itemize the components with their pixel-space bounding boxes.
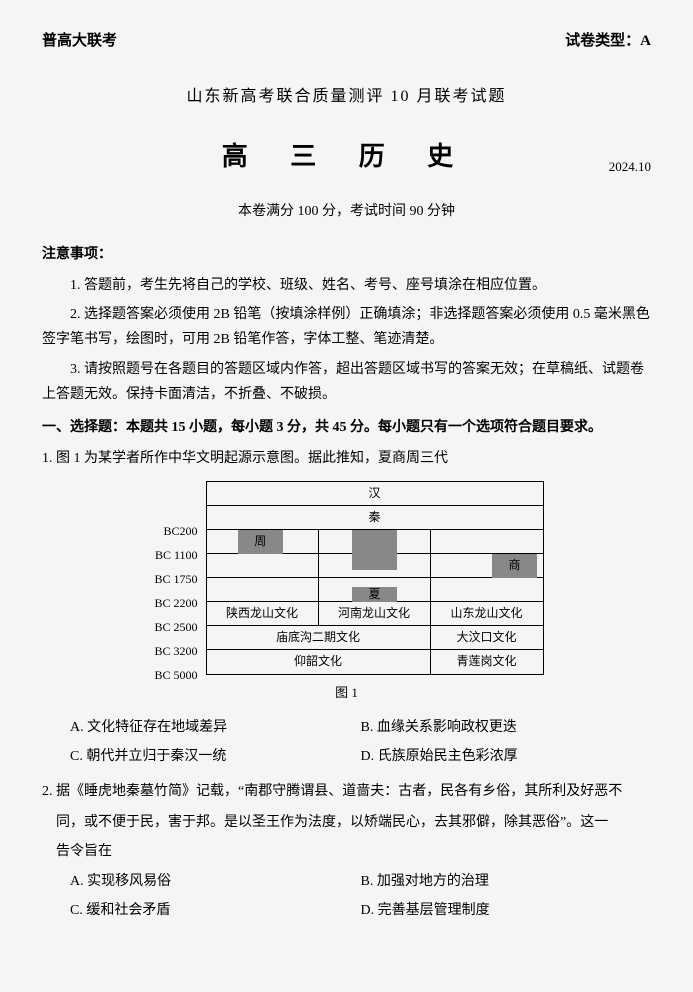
main-title: 高 三 历 史 bbox=[42, 134, 651, 181]
question-1: 1. 图 1 为某学者所作中华文明起源示意图。据此推知，夏商周三代 BC200B… bbox=[42, 446, 651, 773]
notice-title: 注意事项： bbox=[42, 242, 651, 267]
chart-cell bbox=[431, 578, 543, 601]
chart-cell: 夏 bbox=[319, 578, 431, 601]
timeline-chart: BC200BC 1100BC 1750BC 2200BC 2500BC 3200… bbox=[150, 481, 544, 675]
chart-grid: 汉秦周商夏陕西龙山文化河南龙山文化山东龙山文化庙底沟二期文化大汶口文化仰韶文化青… bbox=[206, 481, 544, 675]
q2-opt-c: C. 缓和社会矛盾 bbox=[70, 898, 361, 923]
q2-body-1: 同，或不便于民，害于邦。是以圣王作为法度，以矫端民心，去其邪僻，除其恶俗”。这一 bbox=[56, 810, 651, 835]
y-tick: BC 1750 bbox=[154, 569, 197, 591]
main-title-row: 高 三 历 史 2024.10 bbox=[42, 134, 651, 181]
q2-opt-a: A. 实现移风易俗 bbox=[70, 869, 361, 894]
chart-row: 周 bbox=[207, 530, 543, 554]
q2-opt-b: B. 加强对地方的治理 bbox=[361, 869, 652, 894]
q1-options: A. 文化特征存在地域差异 B. 血缘关系影响政权更迭 C. 朝代并立归于秦汉一… bbox=[70, 715, 651, 773]
chart-row: 汉 bbox=[207, 482, 543, 506]
y-tick: BC 2200 bbox=[154, 593, 197, 615]
chart-row: 商 bbox=[207, 554, 543, 578]
chart-cell: 仰韶文化 bbox=[207, 650, 431, 674]
chart-cell: 商 bbox=[431, 554, 543, 577]
chart-cell: 大汶口文化 bbox=[431, 626, 543, 649]
q2-opt-d: D. 完善基层管理制度 bbox=[361, 898, 652, 923]
score-line: 本卷满分 100 分，考试时间 90 分钟 bbox=[42, 199, 651, 224]
chart-cell bbox=[207, 554, 319, 577]
chart-cell bbox=[319, 530, 431, 553]
y-tick: BC 5000 bbox=[154, 665, 197, 687]
notice-item: 2. 选择题答案必须使用 2B 铅笔（按填涂样例）正确填涂；非选择题答案必须使用… bbox=[42, 302, 651, 352]
chart-cell: 山东龙山文化 bbox=[431, 602, 543, 625]
q1-opt-c: C. 朝代并立归于秦汉一统 bbox=[70, 744, 361, 769]
chart-cell: 秦 bbox=[207, 506, 543, 529]
q2-options: A. 实现移风易俗 B. 加强对地方的治理 C. 缓和社会矛盾 D. 完善基层管… bbox=[70, 869, 651, 927]
chart-cell: 汉 bbox=[207, 482, 543, 505]
exam-date: 2024.10 bbox=[609, 155, 651, 178]
question-2: 2. 据《睡虎地秦墓竹简》记载，“南郡守腾谓县、道啬夫：古者，民各有乡俗，其所利… bbox=[42, 779, 651, 927]
chart-cell bbox=[319, 554, 431, 577]
chart-row: 庙底沟二期文化大汶口文化 bbox=[207, 626, 543, 650]
chart-caption: 图 1 bbox=[42, 681, 651, 704]
notice-block: 注意事项： 1. 答题前，考生先将自己的学校、班级、姓名、考号、座号填涂在相应位… bbox=[42, 242, 651, 407]
y-tick: BC 2500 bbox=[154, 617, 197, 639]
chart-row: 陕西龙山文化河南龙山文化山东龙山文化 bbox=[207, 602, 543, 626]
header-row: 普高大联考 试卷类型：A bbox=[42, 28, 651, 55]
chart-cell: 周 bbox=[207, 530, 319, 553]
q1-opt-d: D. 氏族原始民主色彩浓厚 bbox=[361, 744, 652, 769]
header-right: 试卷类型：A bbox=[565, 28, 651, 55]
section-1-title: 一、选择题：本题共 15 小题，每小题 3 分，共 45 分。每小题只有一个选项… bbox=[42, 415, 651, 440]
q1-opt-a: A. 文化特征存在地域差异 bbox=[70, 715, 361, 740]
exam-title-line: 山东新高考联合质量测评 10 月联考试题 bbox=[42, 83, 651, 112]
chart-row: 秦 bbox=[207, 506, 543, 530]
y-tick: BC200 bbox=[163, 521, 197, 543]
q2-body-2: 告令旨在 bbox=[56, 839, 651, 864]
dynasty-block: 商 bbox=[492, 554, 537, 578]
chart-cell: 陕西龙山文化 bbox=[207, 602, 319, 625]
chart-wrap: BC200BC 1100BC 1750BC 2200BC 2500BC 3200… bbox=[42, 481, 651, 675]
chart-cell: 庙底沟二期文化 bbox=[207, 626, 431, 649]
y-tick: BC 3200 bbox=[154, 641, 197, 663]
q2-stem: 2. 据《睡虎地秦墓竹简》记载，“南郡守腾谓县、道啬夫：古者，民各有乡俗，其所利… bbox=[42, 779, 651, 804]
header-left: 普高大联考 bbox=[42, 28, 117, 55]
chart-cell bbox=[207, 578, 319, 601]
notice-item: 3. 请按照题号在各题目的答题区域内作答，超出答题区域书写的答案无效；在草稿纸、… bbox=[42, 357, 651, 407]
chart-row: 仰韶文化青莲岗文化 bbox=[207, 650, 543, 674]
chart-row: 夏 bbox=[207, 578, 543, 602]
dynasty-block: 周 bbox=[238, 530, 283, 554]
y-tick: BC 1100 bbox=[155, 545, 198, 567]
dynasty-block bbox=[352, 530, 397, 554]
chart-cell bbox=[431, 530, 543, 553]
chart-cell: 青莲岗文化 bbox=[431, 650, 543, 674]
q1-opt-b: B. 血缘关系影响政权更迭 bbox=[361, 715, 652, 740]
q1-stem: 1. 图 1 为某学者所作中华文明起源示意图。据此推知，夏商周三代 bbox=[42, 446, 651, 471]
dynasty-block: 夏 bbox=[352, 587, 397, 603]
chart-cell: 河南龙山文化 bbox=[319, 602, 431, 625]
notice-item: 1. 答题前，考生先将自己的学校、班级、姓名、考号、座号填涂在相应位置。 bbox=[42, 273, 651, 298]
dynasty-block bbox=[352, 554, 397, 570]
